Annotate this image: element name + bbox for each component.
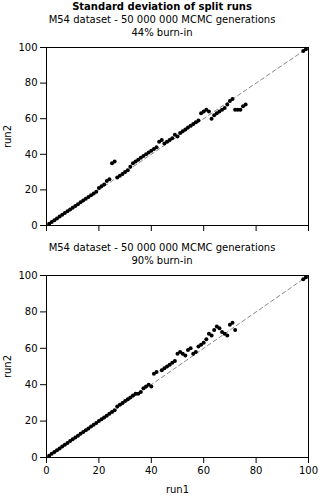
svg-text:100: 100 <box>18 42 37 53</box>
svg-text:60: 60 <box>25 113 38 124</box>
svg-text:60: 60 <box>25 343 38 354</box>
svg-text:run1: run1 <box>166 484 189 495</box>
svg-text:run2: run2 <box>2 355 13 378</box>
svg-text:60: 60 <box>197 465 210 476</box>
svg-text:20: 20 <box>25 415 38 426</box>
svg-text:20: 20 <box>25 184 38 195</box>
svg-text:run2: run2 <box>2 125 13 148</box>
svg-text:80: 80 <box>25 77 38 88</box>
html-text:M54 dataset - 50 000 000 MCMC: M54 dataset - 50 000 000 MCMC generation… <box>48 242 276 253</box>
svg-text:0: 0 <box>31 220 37 231</box>
svg-text:80: 80 <box>25 306 38 317</box>
svg-text:40: 40 <box>25 379 38 390</box>
svg-text:40: 40 <box>145 465 158 476</box>
svg-text:80: 80 <box>250 465 263 476</box>
html-text:Standard deviation of split ru: Standard deviation of split runs <box>72 1 252 12</box>
svg-text:100: 100 <box>299 465 318 476</box>
svg-text:20: 20 <box>93 465 106 476</box>
svg-text:0: 0 <box>31 452 37 463</box>
svg-text:100: 100 <box>18 270 37 281</box>
html-text:44% burn-in: 44% burn-in <box>131 27 193 38</box>
html-text:90% burn-in: 90% burn-in <box>131 255 193 266</box>
svg-text:40: 40 <box>25 149 38 160</box>
svg-text:0: 0 <box>43 465 49 476</box>
html-text:M54 dataset - 50 000 000 MCMC: M54 dataset - 50 000 000 MCMC generation… <box>48 14 276 25</box>
